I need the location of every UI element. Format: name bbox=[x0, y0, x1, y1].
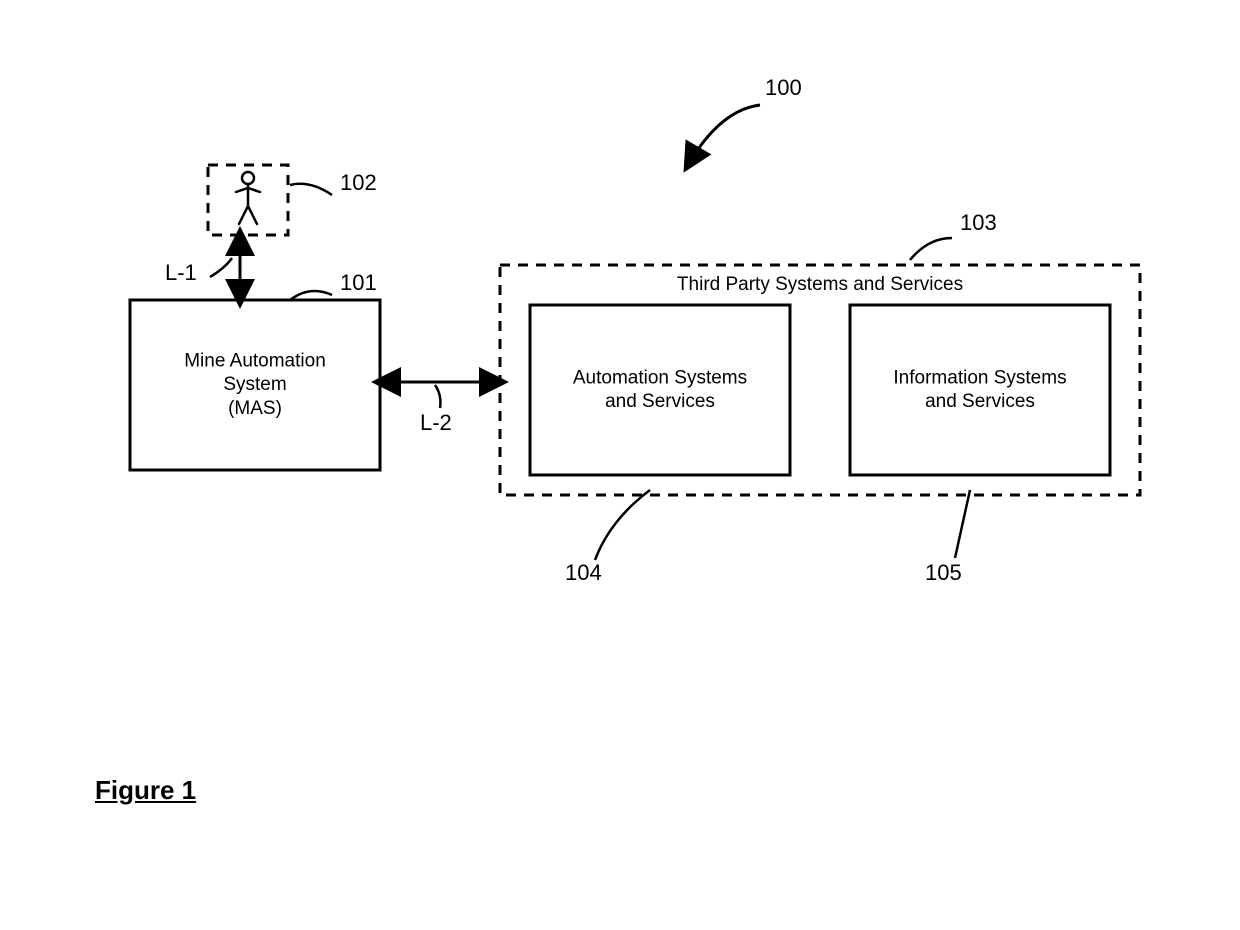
automation-systems-line2: and Services bbox=[605, 391, 715, 412]
ref-leader-tps bbox=[910, 238, 952, 260]
ref-leader-infos bbox=[955, 490, 970, 558]
ref-label-l1: L-1 bbox=[165, 260, 197, 285]
mas-box-line1: Mine Automation bbox=[184, 350, 326, 371]
figure-caption: Figure 1 bbox=[95, 775, 196, 806]
ref-label-l2: L-2 bbox=[420, 410, 452, 435]
person-icon bbox=[236, 172, 260, 224]
third-party-title: Third Party Systems and Services bbox=[677, 274, 963, 295]
information-systems-line1: Information Systems bbox=[893, 367, 1066, 388]
information-systems-line2: and Services bbox=[925, 391, 1035, 412]
ref-label-user: 102 bbox=[340, 170, 377, 195]
ref-leader-autos bbox=[595, 490, 650, 560]
ref-label-infos: 105 bbox=[925, 560, 962, 585]
ref-leader-l1 bbox=[210, 258, 232, 277]
ref-label-autos: 104 bbox=[565, 560, 602, 585]
mas-box-line2: System bbox=[223, 374, 286, 395]
automation-systems-box bbox=[530, 305, 790, 475]
ref-label-mas: 101 bbox=[340, 270, 377, 295]
ref-100-arrow bbox=[688, 105, 760, 165]
information-systems-box bbox=[850, 305, 1110, 475]
automation-systems-line1: Automation Systems bbox=[573, 367, 747, 388]
ref-leader-l2 bbox=[435, 385, 440, 408]
ref-label-fig: 100 bbox=[765, 75, 802, 100]
ref-leader-user bbox=[290, 184, 332, 195]
mas-box-line3: (MAS) bbox=[228, 398, 282, 419]
ref-label-tps: 103 bbox=[960, 210, 997, 235]
